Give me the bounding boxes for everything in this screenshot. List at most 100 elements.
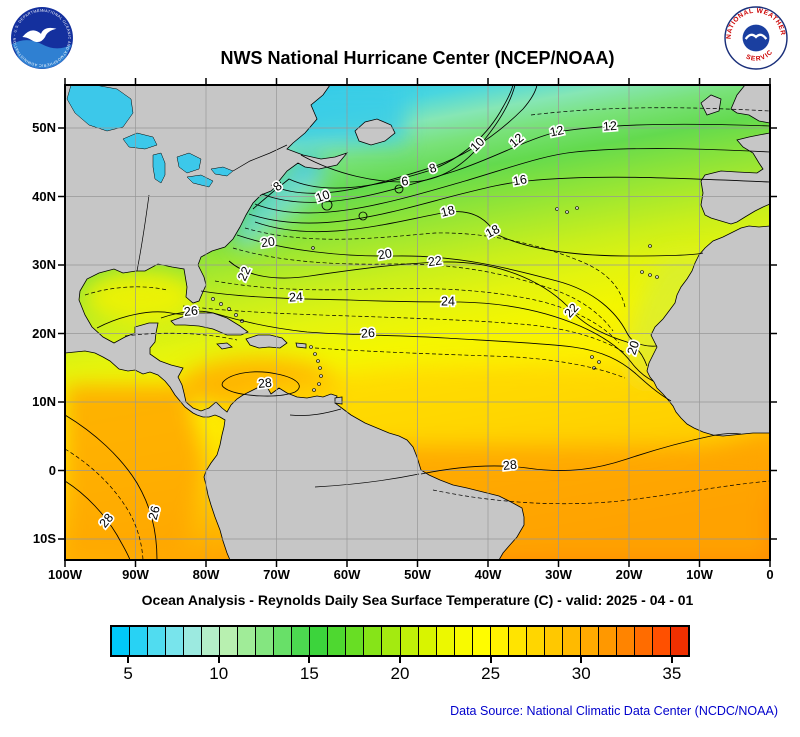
lakes-and-rivers	[66, 85, 420, 488]
azores-island	[565, 210, 569, 214]
bahamas-island	[219, 302, 223, 306]
y-axis-label: 40N	[32, 188, 56, 204]
contour-label: 26	[146, 504, 163, 521]
puerto-rico-island	[295, 342, 307, 349]
x-axis-label: 20W	[615, 567, 643, 582]
contour-label: 12	[603, 119, 618, 134]
isotherm-28-caribbean	[221, 371, 300, 397]
canary-island	[648, 273, 652, 277]
colorbar-tick-label: 30	[571, 664, 591, 683]
colorbar-segment	[454, 627, 473, 655]
madeira-island	[648, 244, 652, 248]
colorbar-segment	[472, 627, 491, 655]
y-axis-label: 10N	[32, 394, 56, 409]
gulf-stream-eddy	[358, 211, 368, 221]
contour-label: 28	[502, 458, 517, 473]
x-axis-label: 70W	[263, 567, 290, 582]
colorbar-segment	[166, 627, 185, 655]
colorbar-tick-label: 25	[481, 664, 501, 683]
isotherm-27-pacific-dashed	[65, 448, 144, 560]
colorbar-segment	[346, 627, 365, 655]
colorbar-segment	[490, 627, 509, 655]
colorbar-tick-mark	[308, 657, 311, 663]
contour-label: 10	[314, 187, 332, 205]
gulf-stream-eddy	[394, 184, 404, 194]
colorbar-segment	[256, 627, 275, 655]
y-axis-label: 50N	[32, 120, 56, 135]
colorbar-segment	[238, 627, 257, 655]
small-islands	[211, 206, 659, 392]
isotherm-19-dashed	[244, 227, 626, 308]
map-figure: 8 10 6 8 10 12 12 12 16 18 18 20 20 22 22 22 24 24 26 26 28 2…	[58, 78, 777, 567]
africa-landmass	[646, 225, 770, 437]
isotherm-28-equatorial	[420, 432, 742, 475]
isotherm-18	[254, 211, 704, 257]
y-axis-label: 20N	[32, 325, 56, 341]
contour-label: 18	[439, 203, 456, 220]
page-title: NWS National Hurricane Center (NCEP/NOAA…	[220, 48, 615, 68]
axis-ticks	[58, 78, 777, 567]
colorbar-segment	[274, 627, 293, 655]
colorbar-segment	[526, 627, 545, 655]
colorbar-segment	[184, 627, 203, 655]
colorbar-segment	[634, 627, 653, 655]
bahamas-island	[234, 313, 238, 317]
colorbar-tick-mark	[670, 657, 673, 663]
isotherm-12	[261, 123, 770, 203]
x-axis-label: 10W	[686, 567, 713, 582]
st-lawrence-river	[232, 144, 288, 172]
y-axis-label: 10S	[32, 531, 56, 546]
isotherm-23-gulf-dashed	[84, 286, 168, 296]
x-axis-label: 60W	[333, 567, 361, 582]
antilles-island	[313, 352, 317, 356]
colorbar-segment	[292, 627, 311, 655]
noaa-gull-icon	[22, 27, 57, 43]
colorbar-tick-label: 5	[123, 664, 133, 683]
isotherm-22	[228, 260, 648, 367]
antilles-island	[318, 366, 322, 370]
colorbar-ticks: 5 10 15 20 25 30 35	[110, 657, 690, 685]
isotherm-16	[248, 176, 770, 224]
antilles-island	[319, 374, 323, 378]
isotherm-26-gulf	[96, 308, 200, 329]
contour-label: 24	[289, 290, 304, 305]
contour-label: 24	[441, 294, 455, 308]
colorbar-segment	[580, 627, 599, 655]
isotherm-27-south-dashed	[432, 480, 770, 505]
map-caption: Ocean Analysis - Reynolds Daily Sea Surf…	[141, 592, 694, 608]
amazon-river	[314, 473, 420, 488]
lake-michigan	[152, 152, 166, 184]
newfoundland-island	[354, 118, 396, 146]
ireland-island	[700, 94, 722, 116]
colorbar-segment	[202, 627, 221, 655]
colorbar-segment	[670, 627, 688, 655]
antilles-island	[312, 388, 316, 392]
americas-landmass	[65, 85, 525, 560]
x-axis-label: 90W	[122, 567, 149, 582]
colorbar-tick-label: 10	[209, 664, 229, 683]
cape-verde-island	[590, 355, 594, 359]
colorbar-segment	[616, 627, 635, 655]
azores-island	[555, 207, 559, 211]
colorbar-tick-mark	[399, 657, 401, 663]
isotherm-23-dashed	[214, 280, 620, 344]
x-axis-label: 30W	[545, 567, 572, 582]
colorbar-wrap: 5 10 15 20 25 30 35	[110, 625, 690, 685]
britain-landmass	[730, 85, 770, 124]
x-axis-label: 40W	[474, 567, 502, 582]
isotherm-11-dashed	[530, 107, 770, 116]
contour-label: 28	[257, 376, 272, 391]
colorbar-segment	[220, 627, 239, 655]
isotherm-contours	[65, 85, 770, 560]
colorbar-segment	[148, 627, 167, 655]
colorbar-segment	[562, 627, 581, 655]
x-axis-label: 100W	[48, 567, 82, 582]
data-source-note: Data Source: National Climatic Data Cent…	[450, 704, 778, 718]
contour-label: 20	[377, 246, 393, 262]
contour-label: 26	[183, 304, 198, 319]
antilles-island	[309, 345, 313, 349]
lake-huron	[176, 152, 202, 174]
contour-label: 26	[361, 326, 376, 341]
